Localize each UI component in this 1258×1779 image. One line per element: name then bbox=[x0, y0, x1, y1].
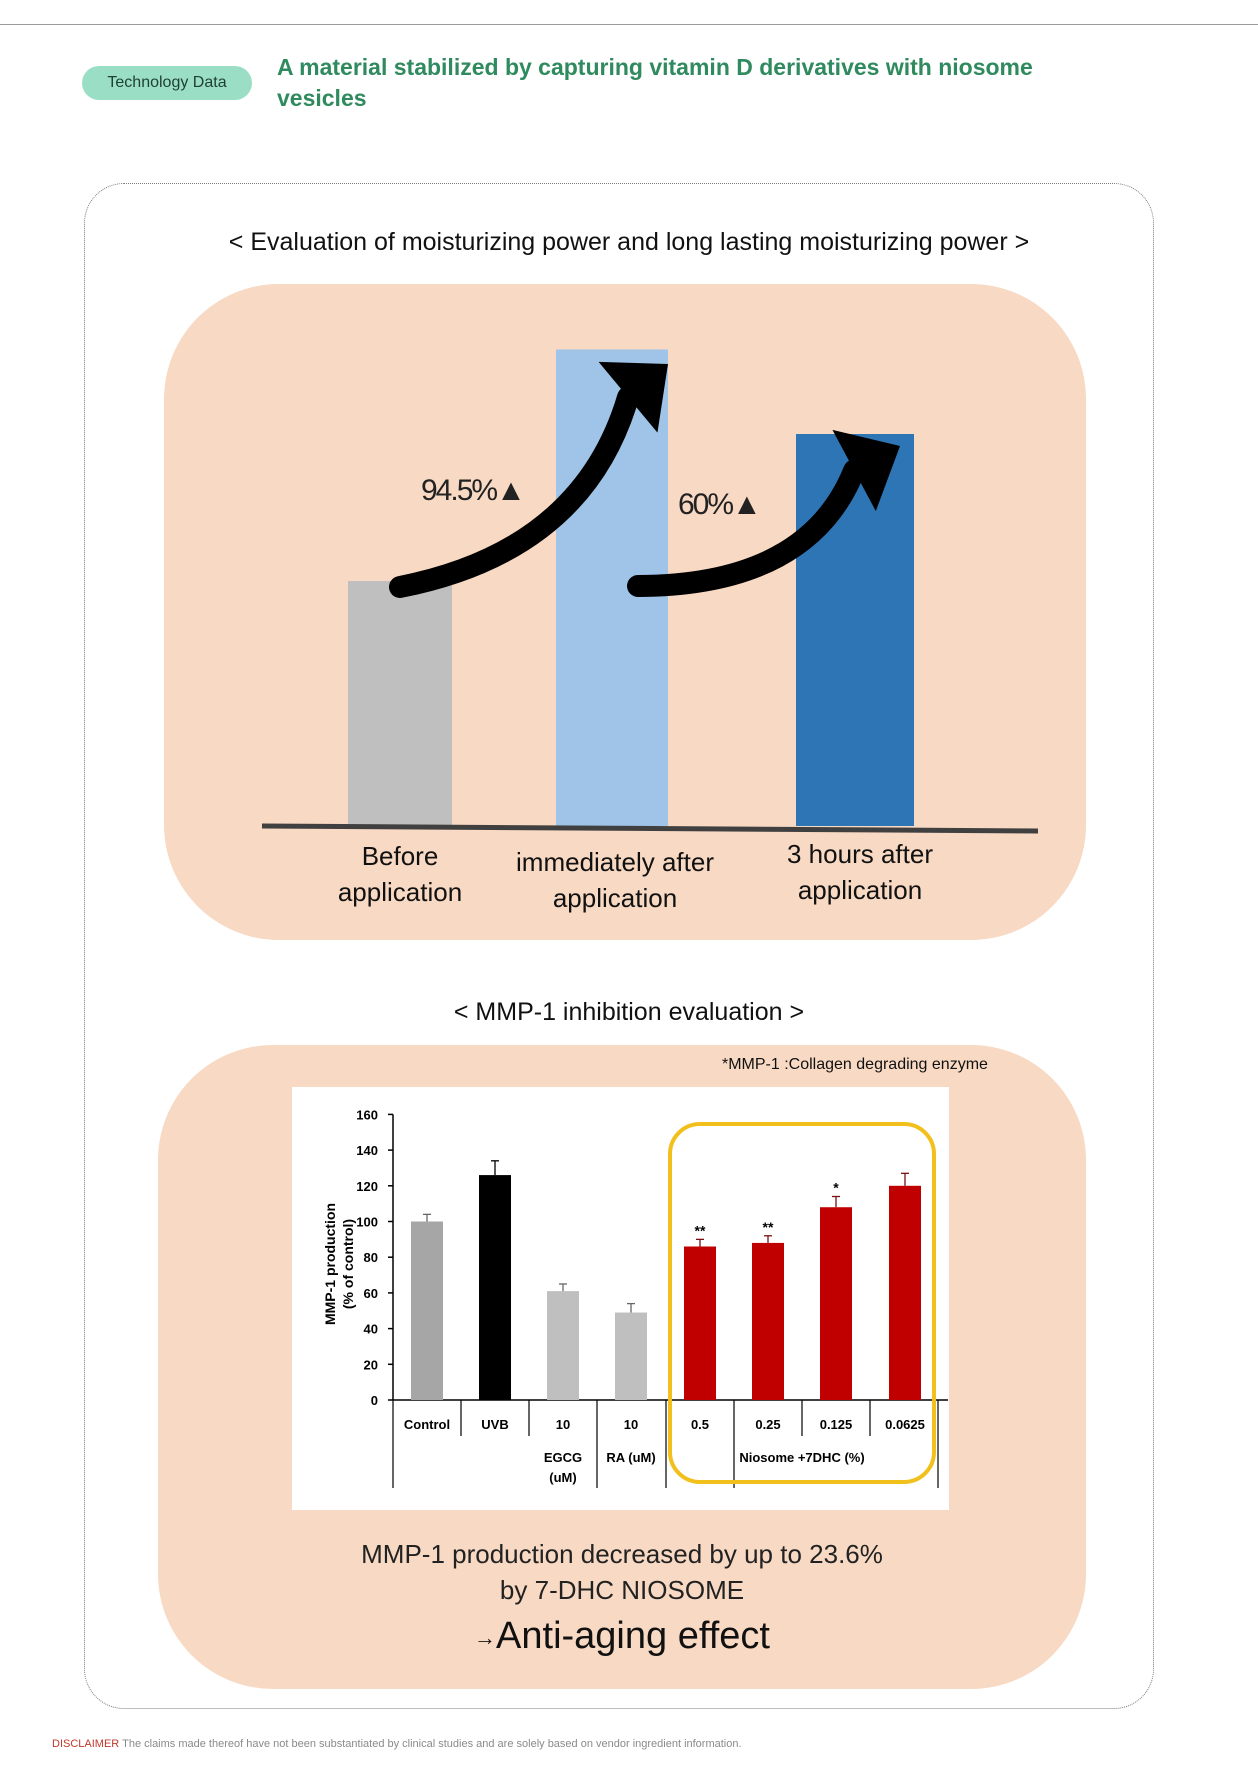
category-label-3h: 3 hours after application bbox=[787, 839, 933, 905]
mmp1-bar-5 bbox=[684, 1246, 716, 1400]
mmp1-bar-1 bbox=[411, 1221, 443, 1400]
disclaimer-label: DISCLAIMER bbox=[52, 1738, 120, 1750]
group-label-ra: RA (uM) bbox=[606, 1450, 655, 1465]
category-label-immediately: immediately after application bbox=[516, 847, 714, 913]
niosome-highlight-box bbox=[668, 1122, 936, 1484]
group-label-niosome: Niosome +7DHC (%) bbox=[739, 1450, 864, 1465]
anti-aging-label: Anti-aging effect bbox=[496, 1615, 770, 1657]
category-label-before: Before application bbox=[337, 841, 463, 907]
conclusion-line-3: →Anti-aging effect bbox=[158, 1612, 1086, 1662]
x-tick-label-7: 0.125 bbox=[820, 1417, 853, 1432]
significance-mark-6: ** bbox=[763, 1219, 774, 1235]
y-tick-label-80: 80 bbox=[364, 1250, 378, 1265]
mmp1-bar-4 bbox=[615, 1312, 647, 1400]
y-tick-label-100: 100 bbox=[356, 1215, 378, 1230]
increase-arrow-2-shaft bbox=[627, 459, 866, 597]
x-tick-label-2: UVB bbox=[481, 1417, 508, 1432]
page-title: A material stabilized by capturing vitam… bbox=[277, 54, 1033, 111]
moisturizing-baseline bbox=[261, 823, 1039, 834]
top-divider bbox=[0, 24, 1258, 25]
x-tick-label-6: 0.25 bbox=[755, 1417, 780, 1432]
x-tick-label-8: 0.0625 bbox=[885, 1417, 925, 1432]
y-tick-label-60: 60 bbox=[364, 1286, 378, 1301]
x-tick-label-3: 10 bbox=[556, 1417, 570, 1432]
y-tick-label-40: 40 bbox=[364, 1322, 378, 1337]
moisturizing-chart-title: < Evaluation of moisturizing power and l… bbox=[228, 228, 1030, 256]
mmp1-bar-8 bbox=[889, 1185, 921, 1400]
content-card bbox=[84, 183, 1154, 1709]
mmp1-bar-6 bbox=[752, 1242, 784, 1400]
conclusion-line-2: by 7-DHC NIOSOME bbox=[499, 1575, 745, 1605]
mmp1-chart-title: < MMP-1 inhibition evaluation > bbox=[453, 998, 805, 1026]
increase-arrow-1-head bbox=[598, 361, 668, 433]
y-tick-label-140: 140 bbox=[356, 1143, 378, 1158]
y-tick-label-0: 0 bbox=[371, 1393, 378, 1408]
increase-arrow-2-head bbox=[832, 429, 900, 512]
significance-mark-7: * bbox=[833, 1180, 839, 1196]
group-label-egcg: EGCG (uM) bbox=[544, 1450, 582, 1485]
increase-label-immediate: 94.5%▲ bbox=[421, 474, 526, 507]
mmp1-bar-2 bbox=[479, 1175, 511, 1400]
y-tick-label-20: 20 bbox=[364, 1357, 378, 1372]
increase-label-3h: 60%▲ bbox=[678, 488, 762, 521]
conclusion-line-1: MMP-1 production decreased by up to 23.6… bbox=[361, 1539, 883, 1569]
mmp1-y-axis-label: MMP-1 production (% of control) bbox=[322, 1203, 356, 1325]
moisture-bar-3 bbox=[796, 434, 914, 826]
arrow-right-icon: → bbox=[474, 1624, 497, 1650]
technology-data-badge: Technology Data bbox=[82, 66, 252, 100]
disclaimer: DISCLAIMER The claims made thereof have … bbox=[52, 1738, 742, 1750]
significance-mark-5: ** bbox=[695, 1222, 706, 1238]
y-tick-label-120: 120 bbox=[356, 1179, 378, 1194]
disclaimer-text: The claims made thereof have not been su… bbox=[122, 1738, 742, 1750]
x-tick-label-1: Control bbox=[404, 1417, 450, 1432]
mmp1-footnote: *MMP-1 :Collagen degrading enzyme bbox=[722, 1056, 988, 1073]
mmp1-bar-7 bbox=[820, 1207, 852, 1400]
x-tick-label-4: 10 bbox=[624, 1417, 638, 1432]
mmp1-bar-3 bbox=[547, 1291, 579, 1400]
y-tick-label-160: 160 bbox=[356, 1107, 378, 1122]
x-tick-label-5: 0.5 bbox=[691, 1417, 709, 1432]
increase-arrow-1-shaft bbox=[389, 386, 640, 598]
moisture-bar-1 bbox=[348, 581, 452, 826]
